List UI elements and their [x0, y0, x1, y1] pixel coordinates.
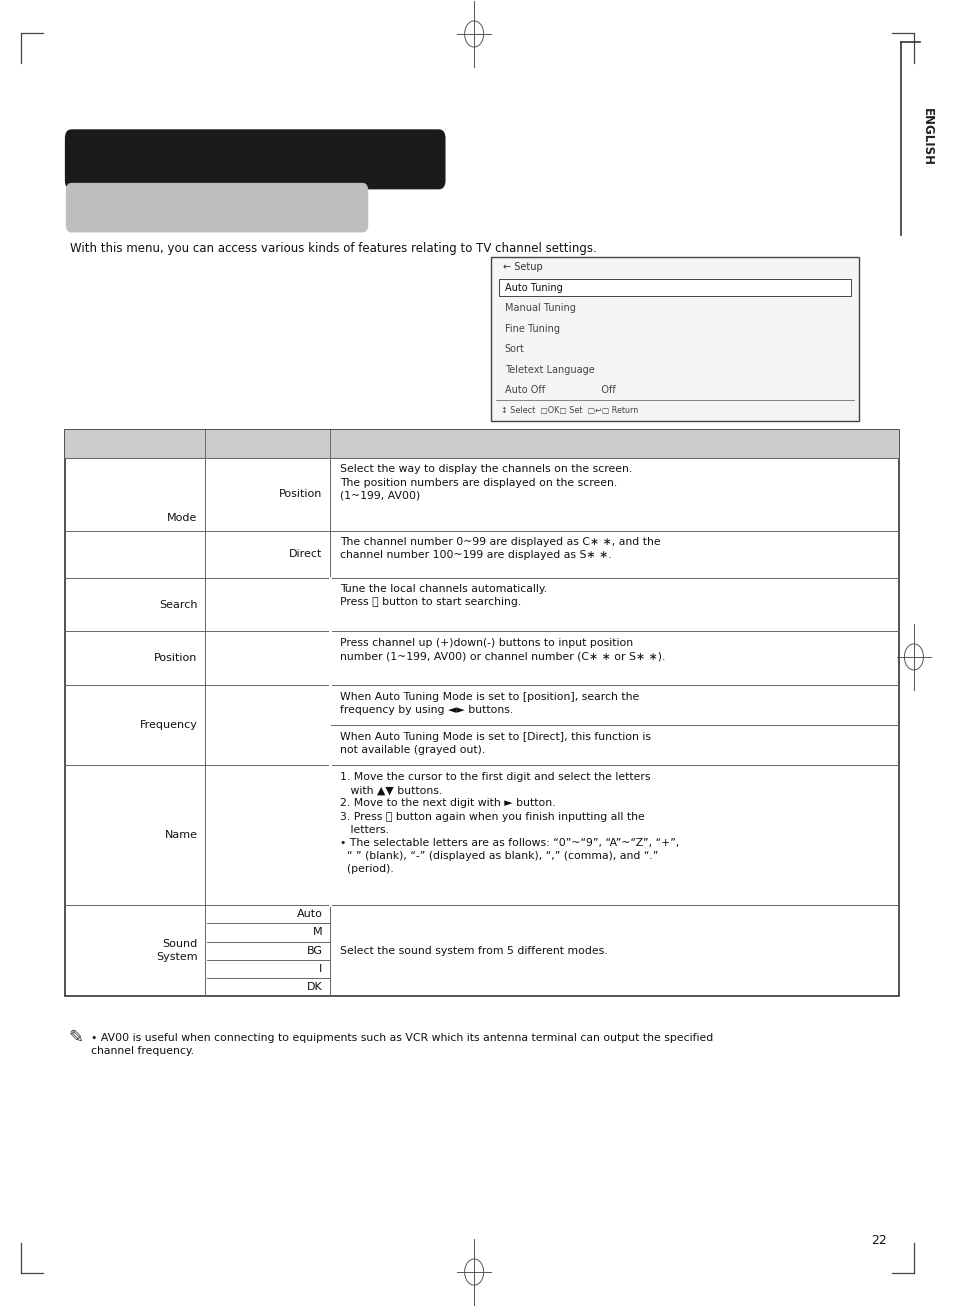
Bar — [491, 257, 858, 421]
Text: BG: BG — [306, 946, 322, 956]
Text: DK: DK — [306, 982, 322, 993]
FancyBboxPatch shape — [66, 183, 368, 232]
Text: Fine Tuning: Fine Tuning — [504, 324, 559, 334]
Text: The channel number 0~99 are displayed as C∗ ∗, and the
channel number 100~199 ar: The channel number 0~99 are displayed as… — [339, 537, 659, 560]
Text: Frequency: Frequency — [139, 721, 197, 730]
Text: 1. Move the cursor to the first digit and select the letters
   with ▲▼ buttons.: 1. Move the cursor to the first digit an… — [339, 772, 679, 874]
Text: When Auto Tuning Mode is set to [Direct], this function is
not available (grayed: When Auto Tuning Mode is set to [Direct]… — [339, 731, 650, 755]
Text: M: M — [313, 927, 322, 938]
Text: Sound
System: Sound System — [155, 939, 197, 963]
Text: Position: Position — [279, 490, 322, 499]
Bar — [65, 430, 898, 458]
FancyBboxPatch shape — [65, 129, 445, 189]
Text: • AV00 is useful when connecting to equipments such as VCR which its antenna ter: • AV00 is useful when connecting to equi… — [91, 1033, 712, 1057]
Bar — [498, 279, 850, 296]
Text: Press channel up (+)down(-) buttons to input position
number (1~199, AV00) or ch: Press channel up (+)down(-) buttons to i… — [339, 639, 664, 661]
Text: When Auto Tuning Mode is set to [position], search the
frequency by using ◄► but: When Auto Tuning Mode is set to [positio… — [339, 692, 639, 714]
Text: Auto Tuning: Auto Tuning — [504, 283, 562, 293]
Text: Mode: Mode — [167, 513, 197, 522]
Text: Select the sound system from 5 different modes.: Select the sound system from 5 different… — [339, 946, 607, 956]
Text: Sort: Sort — [504, 343, 524, 354]
Text: ↕ Select  ▢OK▢ Set  ▢↩▢ Return: ↕ Select ▢OK▢ Set ▢↩▢ Return — [500, 406, 638, 415]
Text: Search: Search — [159, 599, 197, 610]
Text: Auto: Auto — [296, 909, 322, 919]
Text: Position: Position — [154, 653, 197, 663]
Text: Select the way to display the channels on the screen.
The position numbers are d: Select the way to display the channels o… — [339, 465, 631, 502]
Text: With this menu, you can access various kinds of features relating to TV channel : With this menu, you can access various k… — [70, 242, 596, 255]
Text: Name: Name — [164, 831, 197, 840]
Text: Auto Off                  Off: Auto Off Off — [504, 385, 615, 394]
Text: Direct: Direct — [289, 549, 322, 559]
Text: ← Setup: ← Setup — [502, 263, 542, 273]
Text: ENGLISH: ENGLISH — [920, 108, 933, 166]
Text: Manual Tuning: Manual Tuning — [504, 303, 575, 313]
Text: Teletext Language: Teletext Language — [504, 364, 594, 375]
Text: Tune the local channels automatically.
Press Ⓞ button to start searching.: Tune the local channels automatically. P… — [339, 584, 546, 607]
Text: I: I — [319, 964, 322, 974]
Text: ✎: ✎ — [69, 1029, 84, 1047]
Bar — [65, 430, 898, 996]
Text: 22: 22 — [870, 1234, 886, 1247]
